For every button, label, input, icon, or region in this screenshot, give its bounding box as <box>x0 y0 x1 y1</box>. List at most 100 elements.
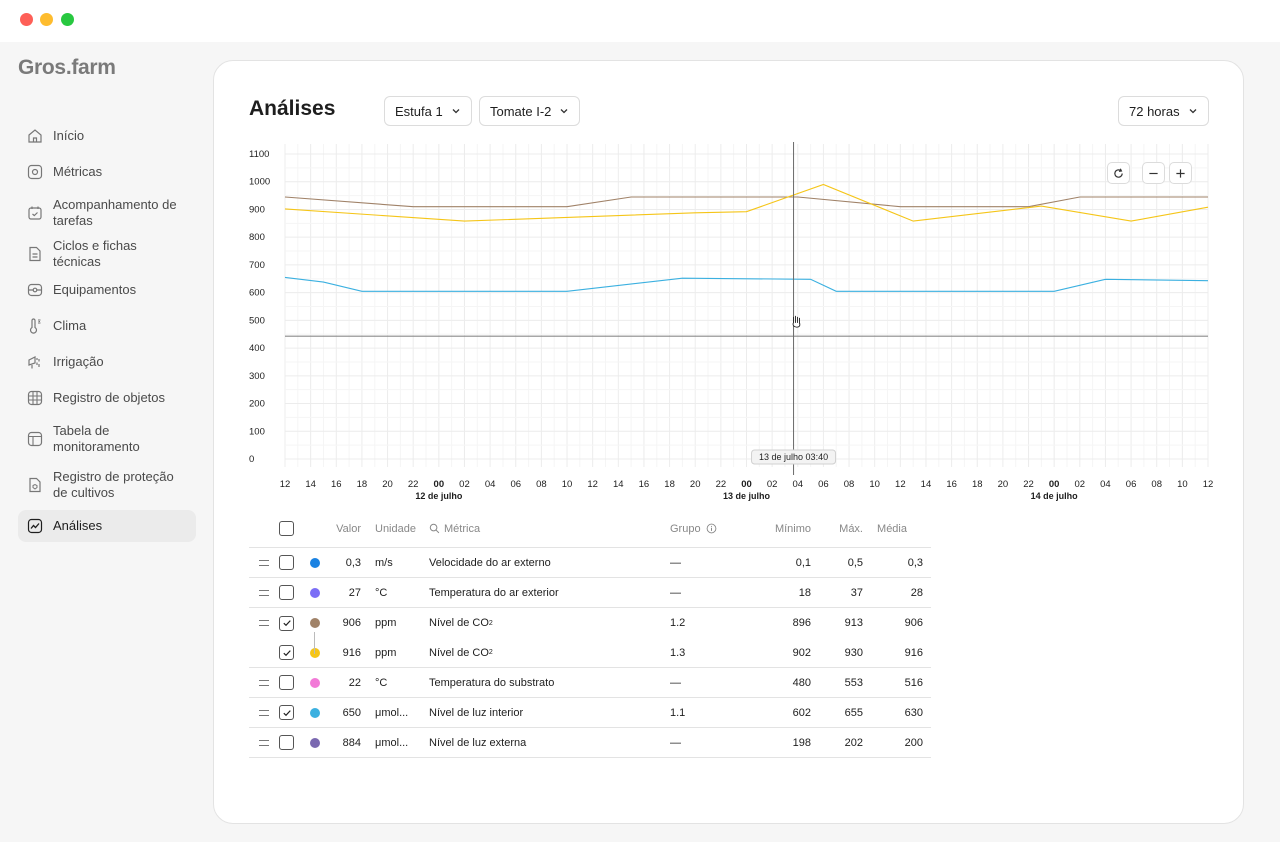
sidebar-item-label: Acompanhamento de tarefas <box>53 197 177 228</box>
reset-zoom-button[interactable] <box>1107 162 1130 184</box>
window-titlebar <box>0 0 1280 42</box>
crop-dropdown[interactable]: Tomate I-2 <box>479 96 581 126</box>
select-all-checkbox[interactable] <box>279 521 294 536</box>
time-range-dropdown[interactable]: 72 horas <box>1118 96 1209 126</box>
search-icon[interactable] <box>429 523 440 534</box>
table-header-row: Valor Unidade Métrica Grupo Mínimo Máx. … <box>249 510 931 548</box>
cell-avg: 0,3 <box>907 556 923 569</box>
x-tick-label: 16 <box>331 479 342 490</box>
series-color-swatch <box>310 587 320 598</box>
sidebar-item-8[interactable]: Tabela de monitoramento <box>18 418 196 460</box>
cell-metric[interactable]: Nível de CO 2 <box>429 638 493 667</box>
row-checkbox[interactable] <box>279 735 294 750</box>
row-checkbox[interactable] <box>279 705 294 720</box>
row-checkbox[interactable] <box>279 615 294 631</box>
header-avg[interactable]: Média <box>877 522 907 535</box>
x-tick-label: 16 <box>639 479 650 490</box>
group-connector-line <box>314 632 315 654</box>
zoom-out-button[interactable] <box>1142 162 1165 184</box>
header-value[interactable]: Valor <box>336 522 361 535</box>
cell-metric[interactable]: Temperatura do ar exterior <box>429 578 559 607</box>
maximize-window-button[interactable] <box>61 13 74 26</box>
row-checkbox[interactable] <box>279 675 294 690</box>
cell-max: 913 <box>844 617 863 629</box>
cell-min: 602 <box>792 706 811 719</box>
cell-metric[interactable]: Nível de luz externa <box>429 728 526 757</box>
series-line-2 <box>284 276 1209 292</box>
sidebar-item-7[interactable]: Registro de objetos <box>18 382 196 414</box>
x-tick-label: 00 <box>1049 479 1060 490</box>
sidebar-item-label: Irrigação <box>53 354 104 369</box>
cell-metric[interactable]: Temperatura do substrato <box>429 668 554 697</box>
row-checkbox[interactable] <box>279 645 294 660</box>
cell-avg: 906 <box>904 617 923 629</box>
info-icon[interactable] <box>706 523 717 534</box>
sidebar-item-4[interactable]: Equipamentos <box>18 274 196 306</box>
x-tick-label: 10 <box>869 479 880 490</box>
cursor-label-box <box>751 449 837 465</box>
cell-avg: 516 <box>904 676 923 689</box>
header-min[interactable]: Mínimo <box>774 522 811 535</box>
cell-value: 22 <box>348 676 361 689</box>
table-row: 906 ppm Nível de CO 2 1.2 896 913 906 <box>249 608 931 638</box>
cell-max: 0,5 <box>847 556 863 569</box>
cell-metric[interactable]: Nível de luz interior <box>429 698 523 727</box>
x-day-label: 13 de julho <box>723 491 771 501</box>
metric-name: Temperatura do ar exterior <box>429 586 559 599</box>
header-group[interactable]: Grupo <box>670 510 717 547</box>
cell-min: 480 <box>792 676 811 689</box>
sidebar-item-0[interactable]: Início <box>18 120 196 152</box>
cell-group: 1.1 <box>670 706 686 719</box>
cell-min: 896 <box>792 617 811 629</box>
cell-group: — <box>670 676 681 689</box>
drag-handle-icon[interactable] <box>259 709 269 716</box>
zoom-in-button[interactable] <box>1169 162 1192 184</box>
cell-metric[interactable]: Nível de CO 2 <box>429 608 493 638</box>
document-icon <box>29 246 41 262</box>
x-tick-label: 02 <box>767 479 778 490</box>
sidebar-item-10[interactable]: Análises <box>18 510 196 542</box>
app-logo: Gros.farm <box>18 56 116 79</box>
sidebar-item-2[interactable]: Acompanhamento de tarefas <box>18 192 196 234</box>
x-tick-label: 08 <box>536 479 547 490</box>
sidebar-item-label: Ciclos e fichas técnicas <box>53 238 137 269</box>
x-tick-label: 04 <box>792 479 803 490</box>
x-tick-label: 16 <box>946 479 957 490</box>
minimize-window-button[interactable] <box>40 13 53 26</box>
cell-min: 18 <box>798 586 811 599</box>
header-unit[interactable]: Unidade <box>375 522 416 535</box>
sidebar-item-9[interactable]: Registro de proteção de cultivos <box>18 464 196 506</box>
drag-handle-icon[interactable] <box>259 679 269 686</box>
sidebar-item-6[interactable]: Irrigação <box>18 346 196 378</box>
x-tick-label: 08 <box>844 479 855 490</box>
greenhouse-dropdown-label: Estufa 1 <box>395 103 443 119</box>
cell-metric[interactable]: Velocidade do ar externo <box>429 548 551 577</box>
sidebar-item-1[interactable]: Métricas <box>18 156 196 188</box>
row-checkbox[interactable] <box>279 555 294 570</box>
header-max[interactable]: Máx. <box>839 522 863 535</box>
analytics-chart[interactable]: 0 100 200 300 400 500 600 700 800 900 1000 1100 12 14… <box>214 61 1245 521</box>
drag-handle-icon[interactable] <box>259 559 269 566</box>
y-tick-label: 100 <box>249 426 265 437</box>
x-tick-label: 08 <box>1151 479 1162 490</box>
table-row: 884 μmol... Nível de luz externa — 198 202 200 <box>249 728 931 758</box>
drag-handle-icon[interactable] <box>259 739 269 746</box>
series-line-0 <box>284 196 1208 208</box>
metric-name: Temperatura do substrato <box>429 676 555 689</box>
plus-icon <box>1176 168 1185 178</box>
row-checkbox[interactable] <box>279 585 294 600</box>
table-row: 22 °C Temperatura do substrato — 480 553 516 <box>249 668 931 698</box>
home-icon <box>28 129 42 143</box>
sidebar-item-label: Tabela de monitoramento <box>53 423 140 454</box>
sidebar-item-label: Análises <box>53 518 103 533</box>
greenhouse-dropdown[interactable]: Estufa 1 <box>384 96 472 126</box>
header-metric[interactable]: Métrica <box>429 510 480 547</box>
drag-handle-icon[interactable] <box>259 589 269 596</box>
metrics-table: Valor Unidade Métrica Grupo Mínimo Máx. … <box>249 510 931 758</box>
sidebar-item-5[interactable]: Clima <box>18 310 196 342</box>
sidebar-item-3[interactable]: Ciclos e fichas técnicas <box>18 238 196 270</box>
close-window-button[interactable] <box>20 13 33 26</box>
cell-group: 1.2 <box>670 617 686 629</box>
drag-handle-icon[interactable] <box>259 620 269 626</box>
